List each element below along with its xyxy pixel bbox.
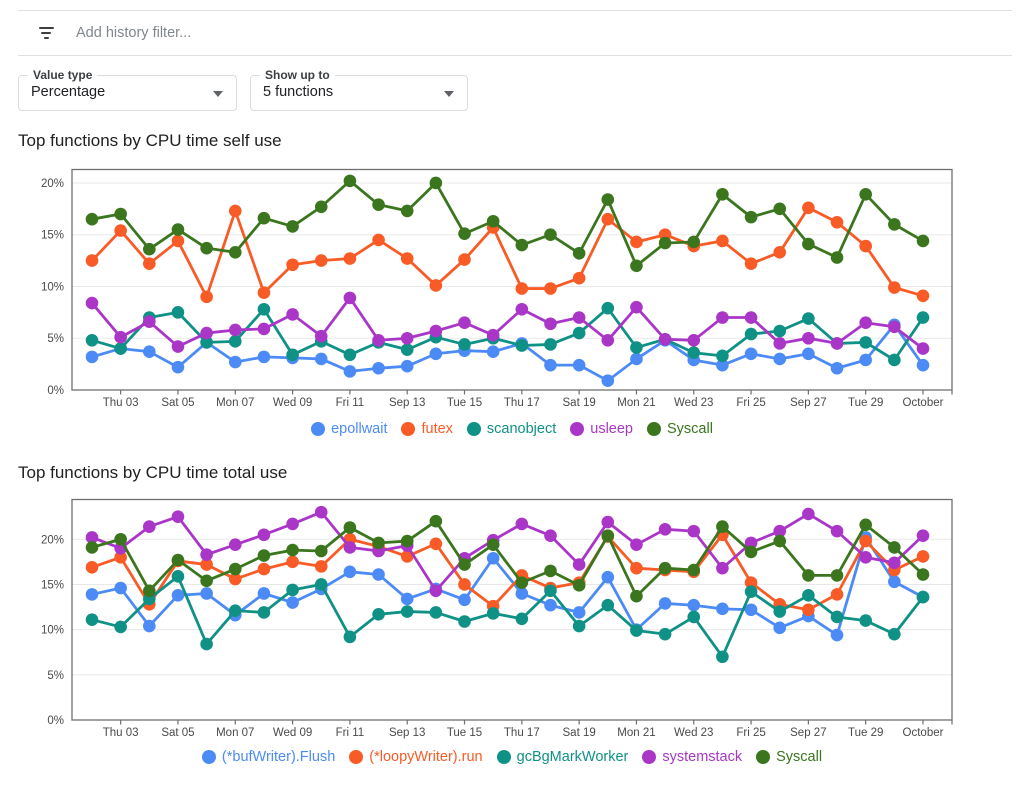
x-axis-tick-label: Wed 23 — [674, 397, 713, 409]
series-gcBgMarkWorker[interactable] — [85, 570, 930, 664]
x-axis-tick-label: Fri 25 — [736, 727, 765, 739]
legend-dot — [496, 750, 511, 764]
value-type-selected: Percentage — [31, 84, 106, 100]
legend-dot — [349, 750, 364, 764]
x-axis-tick-label: Tue 29 — [848, 397, 883, 409]
x-axis-tick-label: Thu 03 — [103, 397, 139, 409]
legend-label: epollwait — [331, 421, 388, 437]
y-axis-tick-label: 15% — [41, 230, 64, 242]
x-axis-tick-label: Mon 21 — [617, 727, 655, 739]
legend-item-Syscall[interactable]: Syscall — [646, 421, 713, 437]
legend-label: Syscall — [776, 749, 823, 765]
legend-dot — [201, 750, 216, 764]
y-axis-tick-label: 0% — [47, 385, 64, 397]
x-axis-tick-label: Sep 27 — [790, 727, 826, 739]
legend-item-scanobject[interactable]: scanobject — [466, 421, 557, 437]
cpu-total-use-chart[interactable]: 0% 5% 10% 15% 20% Thu 03 Sat 05 Mon 07 Wed 09 Fri… — [0, 490, 1030, 750]
x-axis-tick-label: Sat 19 — [563, 727, 596, 739]
legend-label: usleep — [590, 421, 633, 437]
x-axis-tick-label: Tue 15 — [447, 397, 482, 409]
x-axis-tick-label: Sat 05 — [161, 727, 194, 739]
filter-list-icon — [38, 26, 54, 39]
legend-label: (*loopyWriter).run — [369, 749, 483, 765]
x-axis-tick-label: Sep 13 — [389, 727, 425, 739]
history-filter-bar — [18, 10, 1012, 55]
chart-legend-self-use: epollwait futex scanobject usleep Syscall — [72, 421, 952, 437]
show-up-to-label: Show up to — [260, 68, 335, 82]
x-axis-tick-label: Wed 09 — [273, 397, 312, 409]
x-axis-tick-label: Tue 29 — [848, 727, 883, 739]
x-axis-tick-label: Mon 21 — [617, 397, 655, 409]
legend-item-gcBgMarkWorker[interactable]: gcBgMarkWorker — [496, 749, 629, 765]
series-Syscall[interactable] — [85, 174, 930, 273]
x-axis-tick-label: Mon 07 — [216, 397, 254, 409]
x-axis-tick-label: Sat 05 — [161, 397, 194, 409]
x-axis-tick-label: October — [903, 397, 944, 409]
series-Syscall[interactable] — [85, 514, 930, 603]
legend-item-usleep[interactable]: usleep — [570, 421, 633, 437]
chart-title-self-use: Top functions by CPU time self use — [18, 131, 282, 150]
x-axis-tick-label: Fri 11 — [336, 397, 365, 409]
y-axis-tick-label: 5% — [47, 670, 64, 682]
legend-item-Syscall[interactable]: Syscall — [756, 749, 822, 765]
x-axis-tick-label: Sep 27 — [790, 397, 826, 409]
legend-dot — [756, 750, 771, 764]
legend-dot — [311, 422, 326, 436]
y-axis-tick-label: 5% — [47, 333, 64, 345]
y-axis-tick-label: 20% — [41, 178, 64, 190]
x-axis-tick-label: Sep 13 — [389, 397, 425, 409]
history-filter-input[interactable] — [74, 23, 1012, 42]
x-axis-tick-label: Fri 25 — [736, 397, 765, 409]
series-epollwait[interactable] — [85, 318, 930, 387]
legend-label: systemstack — [662, 749, 743, 765]
y-axis-tick-label: 10% — [41, 625, 64, 637]
legend-item-systemstack[interactable]: systemstack — [642, 749, 742, 765]
x-axis-tick-label: Wed 23 — [674, 727, 713, 739]
chevron-down-icon — [213, 91, 223, 97]
legend-dot — [570, 422, 585, 436]
legend-item-futex[interactable]: futex — [401, 421, 453, 437]
series-systemstack[interactable] — [85, 505, 930, 598]
series-futex[interactable] — [85, 201, 930, 304]
chart-title-total-use: Top functions by CPU time total use — [18, 463, 288, 482]
value-type-label: Value type — [28, 68, 98, 82]
legend-dot — [466, 422, 481, 436]
legend-item-epollwait[interactable]: epollwait — [311, 421, 387, 437]
x-axis-tick-label: Tue 15 — [447, 727, 482, 739]
legend-item-(*bufWriter).Flush[interactable]: (*bufWriter).Flush — [201, 749, 336, 765]
y-axis-tick-label: 0% — [47, 715, 64, 727]
x-axis-tick-label: Mon 07 — [216, 727, 254, 739]
value-type-dropdown[interactable]: Value type Percentage — [18, 68, 237, 111]
legend-dot — [642, 750, 657, 764]
legend-label: (*bufWriter).Flush — [221, 749, 336, 765]
x-axis-tick-label: Wed 09 — [273, 727, 312, 739]
x-axis-tick-label: Thu 03 — [103, 727, 139, 739]
cpu-self-use-chart[interactable]: 0% 5% 10% 15% 20% Thu 03 Sat 05 Mon 07 Wed 09 Fri… — [0, 160, 1030, 420]
x-axis-tick-label: Thu 17 — [504, 397, 540, 409]
legend-item-(*loopyWriter).run[interactable]: (*loopyWriter).run — [349, 749, 483, 765]
legend-label: Syscall — [666, 421, 713, 437]
legend-label: futex — [421, 421, 453, 437]
chevron-down-icon — [444, 91, 454, 97]
show-up-to-selected: 5 functions — [263, 84, 334, 100]
x-axis-tick-label: Sat 19 — [563, 397, 596, 409]
show-up-to-dropdown[interactable]: Show up to 5 functions — [250, 68, 468, 111]
series-usleep[interactable] — [85, 291, 930, 355]
y-axis-tick-label: 20% — [41, 534, 64, 546]
x-axis-tick-label: Thu 17 — [504, 727, 540, 739]
series-(*bufWriter).Flush[interactable] — [85, 531, 930, 642]
series-(*loopyWriter).run[interactable] — [85, 528, 930, 617]
y-axis-tick-label: 10% — [41, 281, 64, 293]
x-axis-tick-label: October — [903, 727, 944, 739]
top-divider — [18, 10, 1012, 11]
y-axis-tick-label: 15% — [41, 579, 64, 591]
legend-label: gcBgMarkWorker — [516, 749, 629, 765]
chart-legend-total-use: (*bufWriter).Flush (*loopyWriter).run gcBg… — [72, 749, 952, 765]
legend-label: scanobject — [486, 421, 557, 437]
x-axis-tick-label: Fri 11 — [336, 727, 365, 739]
legend-dot — [646, 422, 661, 436]
filter-bar-divider — [18, 55, 1012, 56]
legend-dot — [401, 422, 416, 436]
